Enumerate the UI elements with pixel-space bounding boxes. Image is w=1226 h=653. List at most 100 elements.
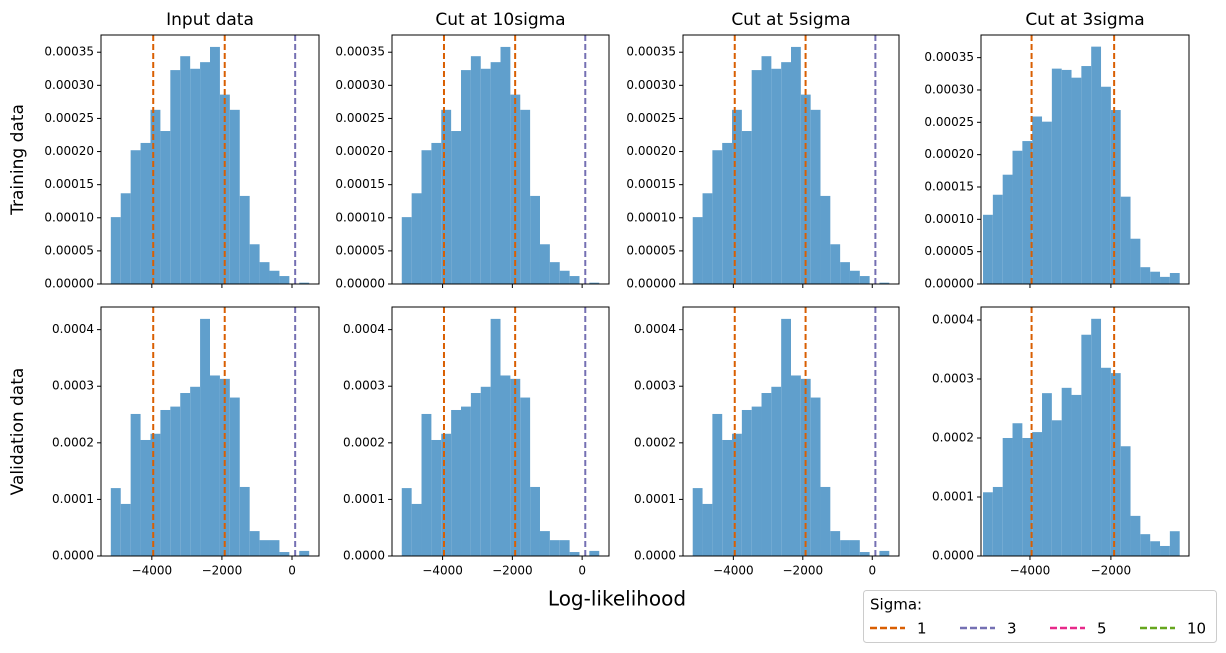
bar	[210, 375, 220, 556]
y-tick-label: 0.00035	[44, 45, 94, 59]
bar	[1042, 393, 1052, 556]
bar	[692, 488, 703, 556]
legend-box	[863, 590, 1217, 643]
y-tick-label: 0.0004	[52, 322, 94, 336]
bar	[1130, 515, 1141, 556]
bar	[732, 433, 742, 556]
bar	[1081, 66, 1092, 284]
x-tick-label: −2000	[783, 564, 824, 578]
y-tick-label: 0.00030	[44, 78, 94, 92]
bar	[480, 68, 491, 284]
bar	[110, 488, 121, 556]
bar	[849, 270, 860, 284]
y-tick-label: 0.00020	[335, 144, 385, 158]
bar	[879, 282, 890, 284]
y-tick-label: 0.00010	[924, 212, 974, 226]
bar	[771, 68, 782, 284]
plot-area	[401, 35, 600, 284]
bar	[702, 193, 713, 284]
bar	[269, 540, 280, 556]
axes-frame	[682, 34, 900, 285]
bar	[451, 131, 462, 284]
bar	[299, 550, 310, 556]
bar	[983, 492, 993, 556]
y-tick-label: 0.00005	[924, 244, 974, 258]
bar	[140, 439, 151, 556]
bar	[140, 142, 151, 284]
y-tick-label: 0.00010	[44, 210, 94, 224]
bar	[1042, 121, 1052, 284]
bar	[549, 540, 560, 556]
legend-label: 1	[917, 620, 927, 638]
x-tick-label: 0	[288, 564, 296, 578]
y-tick-label: 0.00035	[924, 50, 974, 64]
y-tick-label: 0.00020	[44, 144, 94, 158]
bar	[451, 409, 462, 556]
bar	[1150, 541, 1161, 556]
legend-label: 10	[1187, 620, 1206, 638]
y-tick-label: 0.0000	[634, 549, 676, 563]
legend-title: Sigma:	[870, 596, 922, 614]
bar	[810, 109, 821, 284]
bar	[1071, 77, 1082, 284]
y-tick-label: 0.00035	[626, 45, 676, 59]
bar	[180, 393, 191, 556]
y-tick-label: 0.00025	[335, 111, 385, 125]
bar	[279, 276, 290, 284]
row-label: Training data	[8, 104, 28, 216]
y-tick-label: 0.00005	[335, 243, 385, 257]
bar	[791, 375, 801, 556]
bar	[110, 217, 121, 284]
bar	[120, 503, 131, 556]
panel-title: Cut at 10sigma	[435, 10, 565, 30]
plot-area	[983, 307, 1180, 556]
x-tick-label: −4000	[132, 564, 173, 578]
bar	[461, 406, 471, 556]
bar	[259, 262, 270, 284]
x-tick-label: −4000	[1010, 564, 1051, 578]
y-tick-label: 0.00000	[924, 277, 974, 291]
bar	[170, 70, 181, 284]
bar	[210, 46, 220, 284]
bar	[239, 486, 250, 556]
bar	[741, 409, 752, 556]
bar	[510, 378, 521, 556]
bar	[692, 217, 703, 284]
y-tick-label: 0.0000	[932, 549, 974, 563]
bar	[1120, 446, 1131, 556]
bar	[180, 56, 191, 284]
bar	[800, 378, 811, 556]
bar	[461, 70, 471, 284]
plot-area	[983, 35, 1180, 284]
y-tick-label: 0.0003	[634, 379, 676, 393]
plot-area	[110, 307, 310, 556]
y-tick-label: 0.0003	[52, 379, 94, 393]
bar	[441, 433, 452, 556]
y-tick-label: 0.00035	[335, 45, 385, 59]
bar	[200, 318, 210, 556]
bar	[190, 386, 201, 556]
y-tick-label: 0.0001	[343, 492, 385, 506]
bar	[470, 56, 481, 284]
legend-label: 3	[1007, 620, 1017, 638]
bar	[411, 193, 422, 284]
bar	[421, 413, 432, 556]
bar	[559, 270, 570, 284]
bar	[849, 540, 860, 556]
bar	[229, 397, 240, 556]
bar	[269, 270, 280, 284]
bar	[1110, 373, 1121, 556]
bar	[1169, 273, 1180, 284]
y-tick-label: 0.00020	[924, 147, 974, 161]
bar	[992, 486, 1003, 556]
bar	[1032, 116, 1043, 284]
axes-frame	[682, 306, 900, 557]
y-tick-label: 0.00005	[44, 243, 94, 257]
bar	[1101, 86, 1111, 284]
x-tick-label: −4000	[713, 564, 754, 578]
bar	[1091, 318, 1102, 556]
bar	[421, 150, 432, 284]
bar	[1169, 531, 1180, 556]
y-tick-label: 0.00030	[924, 82, 974, 96]
